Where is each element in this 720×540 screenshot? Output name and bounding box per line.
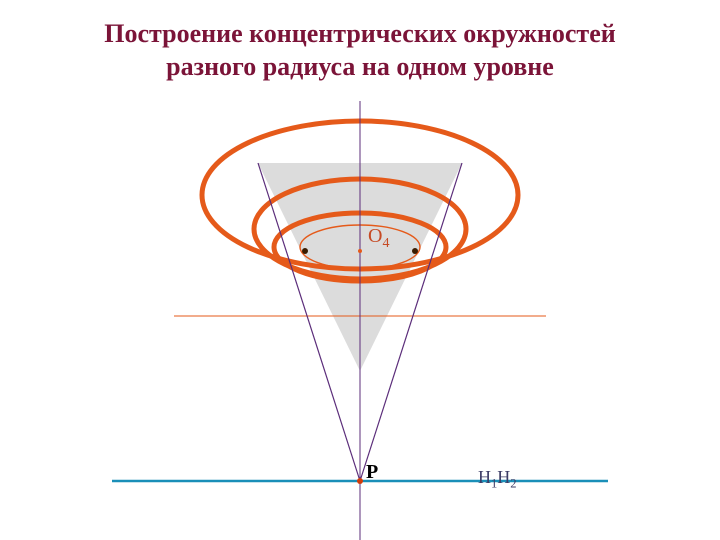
diagram-title: Построение концентрических окружностей р… bbox=[0, 0, 720, 83]
label-h2-sub: 2 bbox=[510, 477, 516, 491]
label-o4: O4 bbox=[368, 225, 389, 252]
diagram-stage: O4 P H1H2 bbox=[0, 83, 720, 540]
label-o4-sub: 4 bbox=[382, 236, 389, 251]
title-line1: Построение концентрических окружностей bbox=[104, 19, 615, 48]
diagram-svg bbox=[0, 83, 720, 540]
title-line2: разного радиуса на одном уровне bbox=[166, 52, 554, 81]
label-p: P bbox=[366, 461, 378, 484]
label-h2-main: H bbox=[497, 467, 510, 487]
label-h1-main: H bbox=[478, 467, 491, 487]
label-p-main: P bbox=[366, 461, 378, 483]
label-h1h2: H1H2 bbox=[478, 467, 517, 492]
label-o4-main: O bbox=[368, 225, 382, 247]
